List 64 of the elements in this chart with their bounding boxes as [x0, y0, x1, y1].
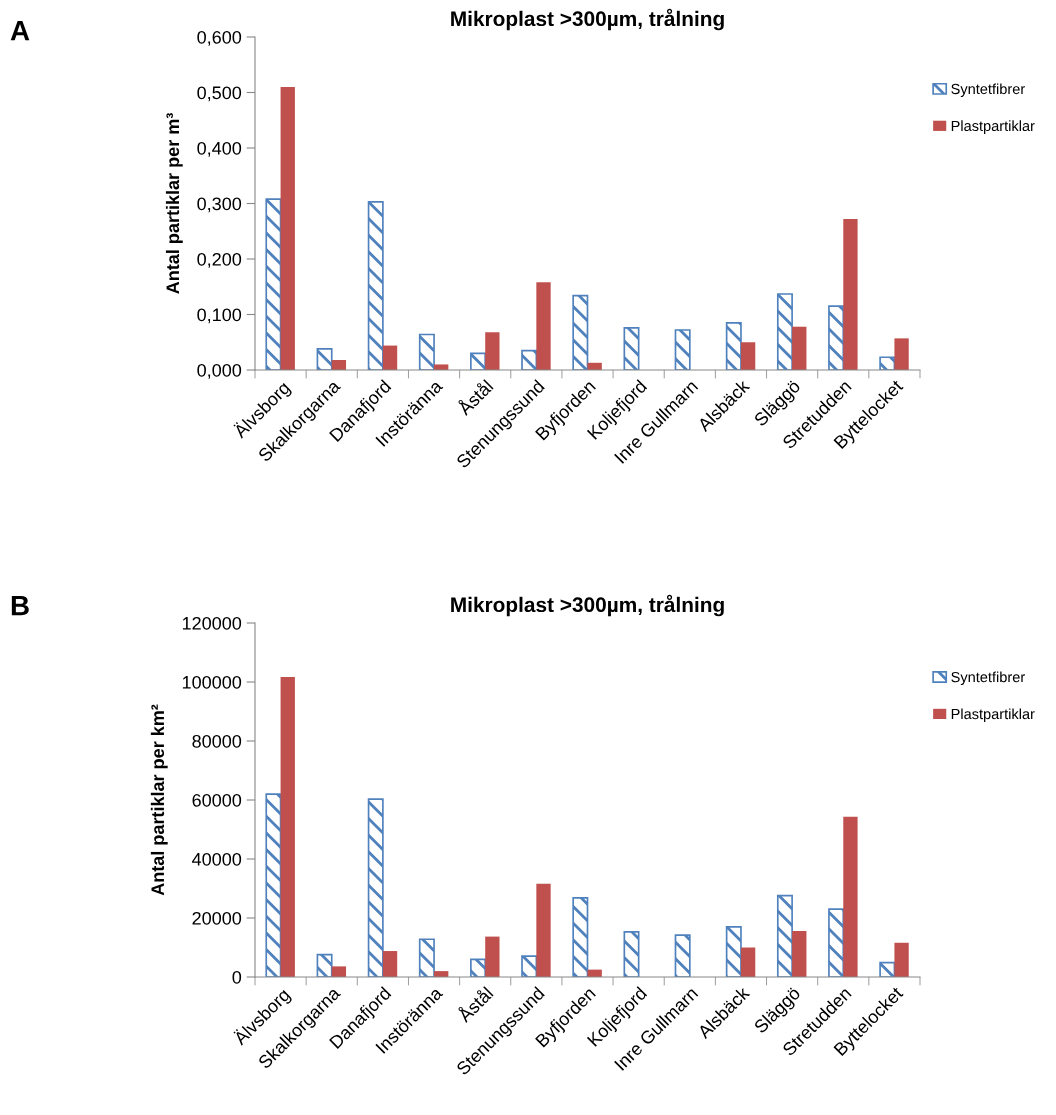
bar — [843, 816, 858, 977]
bar — [331, 966, 347, 977]
bar — [828, 305, 845, 370]
bar — [280, 676, 295, 977]
y-tick-label: 0,500 — [197, 86, 242, 102]
bar — [879, 356, 896, 370]
bar — [725, 926, 742, 977]
y-tick-label: 100000 — [182, 675, 242, 689]
bar — [367, 201, 384, 370]
bar — [470, 958, 487, 977]
bar — [776, 293, 793, 370]
bar — [776, 894, 793, 977]
legend-label: Syntetfibrer — [951, 671, 1025, 686]
bar — [265, 198, 282, 370]
y-tick-label: 0,300 — [197, 197, 242, 213]
y-tick-label: 0 — [232, 970, 242, 984]
chart-title: Mikroplast >300µm, trålning — [451, 594, 724, 617]
bar — [894, 338, 909, 370]
chart-title: Mikroplast >300µm, trålning — [451, 8, 724, 31]
bar — [382, 345, 398, 370]
legend-label: Syntetfibrer — [951, 83, 1025, 98]
text: A — [10, 21, 30, 41]
bar — [623, 931, 640, 977]
bar — [725, 321, 742, 370]
y-tick-label: 120000 — [182, 616, 242, 630]
bar — [265, 793, 282, 977]
bar — [674, 934, 691, 977]
bar — [536, 282, 551, 370]
bar — [572, 897, 589, 977]
y-tick-label: 80000 — [192, 734, 242, 748]
legend-label: Plastpartiklar — [951, 120, 1035, 134]
y-axis-title: Antal partiklar per km² — [150, 704, 168, 896]
bar — [280, 86, 295, 370]
legend-label: Plastpartiklar — [951, 708, 1035, 723]
bar — [674, 329, 691, 370]
y-tick-label: 40000 — [192, 852, 242, 866]
y-tick-label: 0,600 — [197, 30, 242, 46]
y-tick-label: 0,000 — [197, 363, 242, 379]
bar — [792, 326, 807, 370]
y-tick-label: 0,100 — [197, 308, 242, 324]
bar — [316, 953, 333, 977]
y-tick-label: 60000 — [192, 793, 242, 807]
bar — [894, 942, 909, 977]
y-tick-label: 20000 — [192, 911, 242, 925]
bar — [418, 938, 435, 977]
bar — [623, 326, 640, 370]
bar — [740, 342, 756, 370]
bar — [382, 951, 398, 977]
bar — [843, 219, 858, 370]
bar — [828, 908, 845, 977]
y-tick-label: 0,200 — [197, 252, 242, 268]
bar — [521, 955, 538, 977]
bar — [485, 332, 500, 370]
bar — [485, 936, 500, 977]
y-tick-label: 0,400 — [197, 141, 242, 157]
text: B — [11, 596, 29, 616]
bar — [316, 348, 333, 370]
bar — [740, 947, 756, 977]
bar — [536, 883, 551, 977]
y-axis-title: Antal partiklar per m³ — [165, 113, 183, 294]
bar — [418, 333, 435, 370]
bar — [367, 798, 384, 977]
bar — [572, 294, 589, 370]
bar — [792, 930, 807, 977]
